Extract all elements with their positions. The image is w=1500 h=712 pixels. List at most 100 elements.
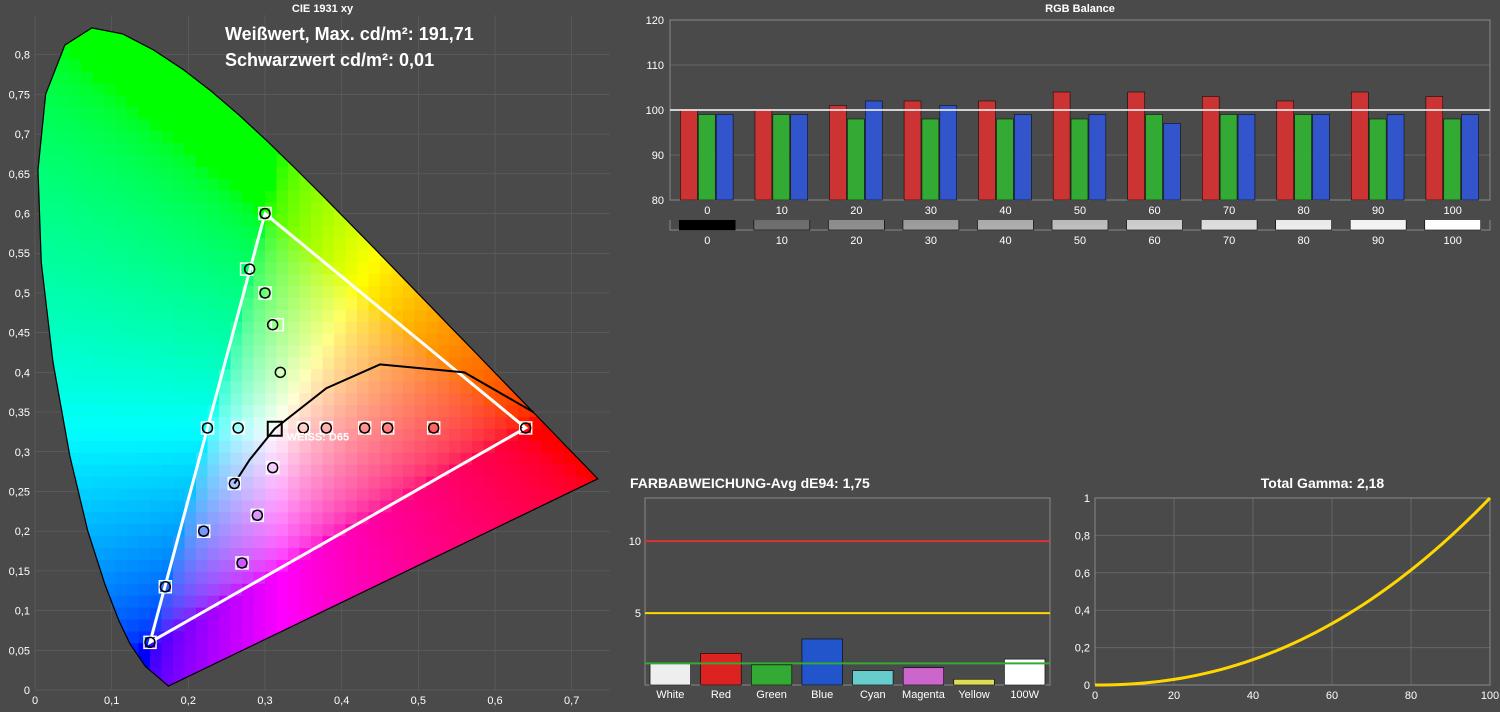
svg-text:0,8: 0,8 [1075,530,1090,542]
svg-text:0: 0 [24,685,30,697]
svg-text:60: 60 [1148,205,1160,217]
svg-text:0,3: 0,3 [257,695,272,707]
svg-text:0,05: 0,05 [9,645,30,657]
rgb-bar [1444,119,1461,200]
svg-text:40: 40 [999,235,1011,247]
rgb-bar [755,110,772,200]
rgb-bar [1238,115,1255,201]
cie-chart-panel: 00,10,20,30,40,50,60,700,050,10,150,20,2… [0,0,620,707]
svg-text:0,2: 0,2 [181,695,196,707]
svg-text:0,7: 0,7 [15,129,30,141]
svg-text:Blue: Blue [811,689,833,701]
cie-annotation-black: Schwarzwert cd/m²: 0,01 [225,50,434,70]
svg-text:0,4: 0,4 [334,695,349,707]
rgb-bar [979,101,996,200]
rgb-bar [698,115,715,201]
svg-text:90: 90 [1372,205,1384,217]
rgb-bar [1089,115,1106,201]
svg-text:30: 30 [925,205,937,217]
rgb-bar [1071,119,1088,200]
rgb-bar [997,119,1014,200]
svg-text:20: 20 [1168,690,1180,702]
rgb-bar [1387,115,1404,201]
gamma-chart: 00,20,40,60,81020406080100Total Gamma: 2… [1060,470,1500,707]
colordev-bar [903,668,944,685]
svg-text:100: 100 [1444,205,1462,217]
svg-text:White: White [656,689,684,701]
rgb-bar [830,106,847,201]
svg-text:0: 0 [1084,680,1090,692]
rgb-bar [1220,115,1237,201]
svg-text:50: 50 [1074,235,1086,247]
svg-text:110: 110 [646,60,664,72]
svg-text:80: 80 [1405,690,1417,702]
svg-text:0,7: 0,7 [564,695,579,707]
svg-text:0: 0 [1092,690,1098,702]
rgb-bar [1295,115,1312,201]
svg-text:70: 70 [1223,235,1235,247]
svg-text:0,8: 0,8 [15,50,30,62]
rgb-bar [1277,101,1294,200]
rgb-bar [1313,115,1330,201]
svg-text:0: 0 [704,205,710,217]
rgb-bar [716,115,733,201]
svg-text:0,1: 0,1 [104,695,119,707]
gamma-panel: 00,20,40,60,81020406080100Total Gamma: 2… [1060,470,1500,707]
svg-text:80: 80 [1298,235,1310,247]
colordev-bar [751,665,792,685]
svg-text:50: 50 [1074,205,1086,217]
colordev-panel: 510WhiteRedGreenBlueCyanMagentaYellow100… [620,470,1060,707]
rgb-bar [1351,92,1368,200]
svg-text:0,55: 0,55 [9,248,30,260]
svg-text:0: 0 [32,695,38,707]
svg-text:0,65: 0,65 [9,169,30,181]
rgbbalance-panel: 80901001101200102030405060708090100RGB B… [620,0,1500,220]
svg-text:0,6: 0,6 [15,209,30,221]
cie-annotation-white: Weißwert, Max. cd/m²: 191,71 [225,24,474,44]
svg-text:20: 20 [850,205,862,217]
svg-text:100: 100 [1444,235,1462,247]
colordev-title: FARBABWEICHUNG-Avg dE94: 1,75 [630,475,870,491]
svg-text:5: 5 [635,608,641,620]
svg-text:0,2: 0,2 [15,526,30,538]
svg-text:80: 80 [1298,205,1310,217]
svg-text:100W: 100W [1010,689,1039,701]
rgb-bar [1202,97,1219,201]
rgb-bar [940,106,957,201]
svg-text:Cyan: Cyan [860,689,886,701]
rgb-bar [904,101,921,200]
rgb-bar [847,119,864,200]
svg-text:80: 80 [652,195,664,207]
colordev-chart: 510WhiteRedGreenBlueCyanMagentaYellow100… [620,470,1060,707]
svg-text:Magenta: Magenta [902,689,946,701]
colordev-bar [853,671,894,685]
svg-text:30: 30 [925,235,937,247]
svg-text:0,35: 0,35 [9,407,30,419]
svg-text:0,5: 0,5 [411,695,426,707]
rgb-bar [865,101,882,200]
rgb-bar [791,115,808,201]
svg-text:40: 40 [1247,690,1259,702]
rgb-bar [1128,92,1145,200]
svg-text:0,4: 0,4 [1075,605,1090,617]
gamma-curve [1095,498,1490,685]
svg-text:120: 120 [646,15,664,27]
svg-text:60: 60 [1148,235,1160,247]
svg-text:10: 10 [776,205,788,217]
rgb-bar [1163,124,1180,201]
svg-text:10: 10 [629,536,641,548]
cie-chart: 00,10,20,30,40,50,60,700,050,10,150,20,2… [0,0,620,707]
rgb-bar [680,110,697,200]
svg-text:90: 90 [652,150,664,162]
rgbbalance-title: RGB Balance [1045,3,1115,15]
svg-text:0,6: 0,6 [487,695,502,707]
colordev-bar [954,679,995,685]
svg-text:Red: Red [711,689,731,701]
rgb-bar [1014,115,1031,201]
svg-text:40: 40 [999,205,1011,217]
svg-text:0,45: 0,45 [9,328,30,340]
gamma-title: Total Gamma: 2,18 [1261,475,1385,491]
svg-text:0,6: 0,6 [1075,568,1090,580]
colordev-bar [802,639,843,685]
svg-text:0,15: 0,15 [9,566,30,578]
